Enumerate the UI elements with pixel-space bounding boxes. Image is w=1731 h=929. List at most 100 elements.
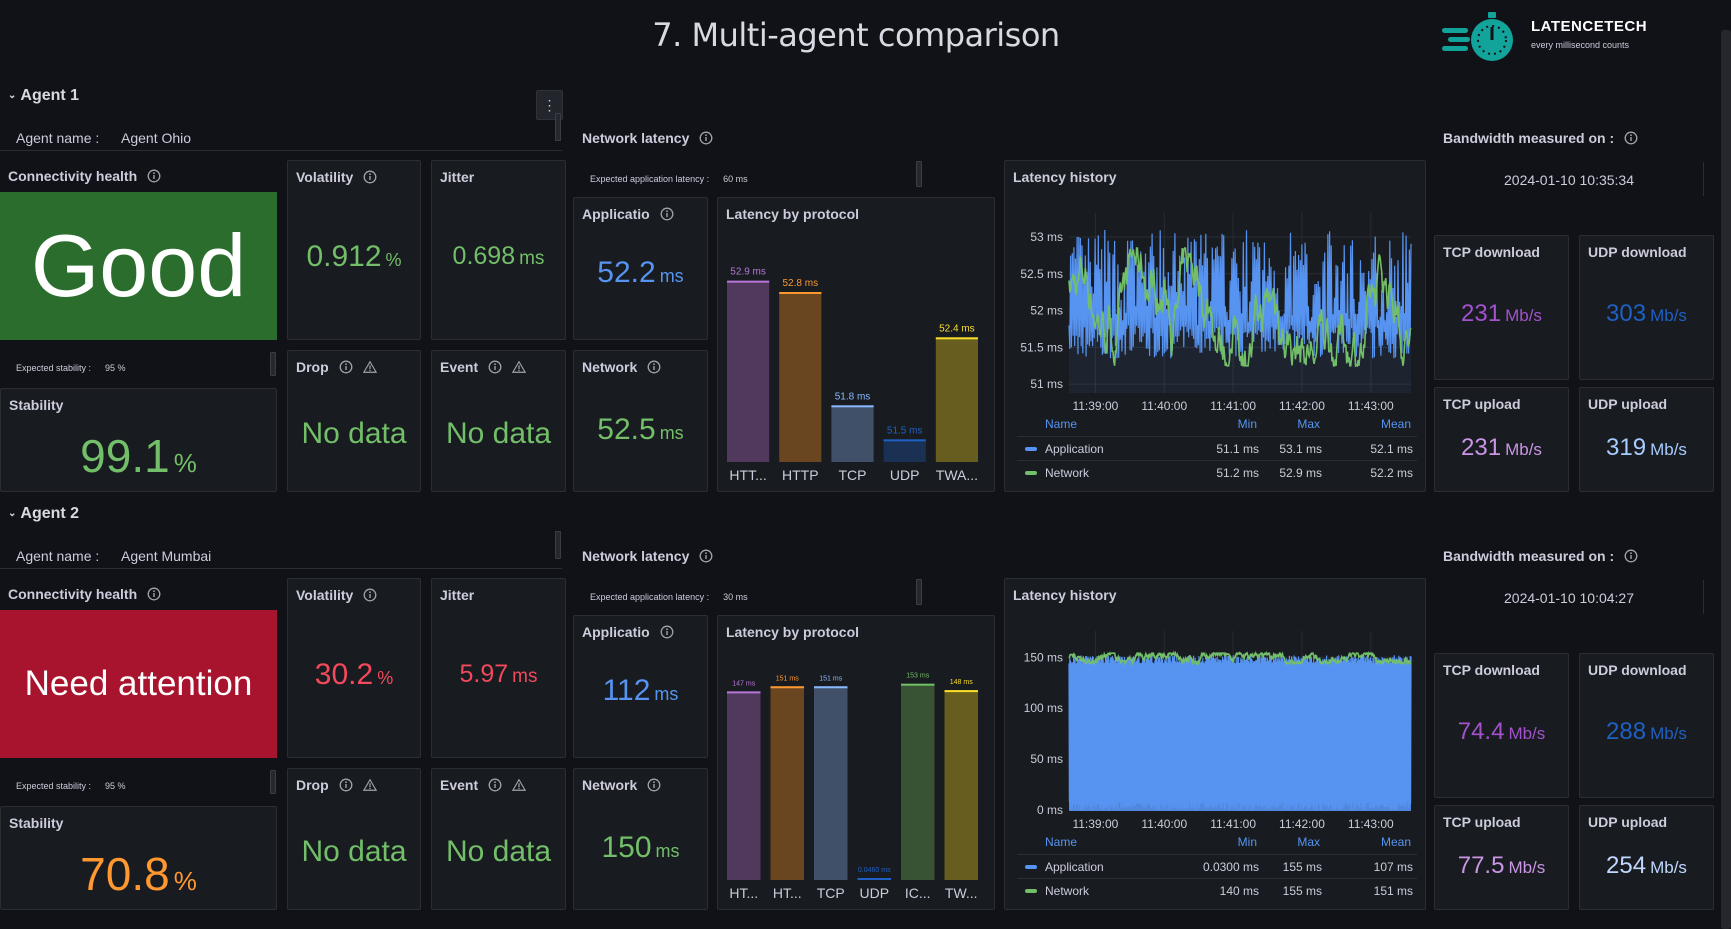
info-icon[interactable] <box>1624 549 1638 563</box>
udp-upload-panel: UDP upload 254 Mb/s <box>1579 805 1714 910</box>
udp-download-title: UDP download <box>1588 662 1687 678</box>
jitter-panel: Jitter 0.698 ms <box>431 160 566 340</box>
volatility-title: Volatility <box>296 587 354 603</box>
series-swatch <box>1025 889 1037 893</box>
latency-by-protocol-title: Latency by protocol <box>726 624 860 640</box>
series-swatch <box>1025 865 1037 869</box>
bar <box>727 691 761 880</box>
tcp-download-value: 74.4 Mb/s <box>1457 718 1546 745</box>
category-label: UDP <box>859 885 889 901</box>
resize-handle[interactable] <box>916 161 922 187</box>
agent-row-toggle[interactable]: ⌄ Agent 2 <box>8 505 79 523</box>
resize-handle[interactable] <box>270 352 276 376</box>
drop-value: No data <box>301 417 407 450</box>
protocol-bar-chart: 52.9 ms HTT... 52.8 ms HTTP 51.8 ms TCP 51.5 m… <box>727 267 978 483</box>
stability-panel: Stability 70.8% <box>0 806 277 910</box>
legend-sort-name[interactable]: Name <box>1045 835 1078 849</box>
info-icon[interactable] <box>660 207 674 221</box>
y-tick-label: 51.5 ms <box>1020 340 1063 354</box>
y-tick-label: 150 ms <box>1024 650 1063 664</box>
resize-handle[interactable] <box>916 579 922 605</box>
legend-sort-name[interactable]: Name <box>1045 417 1078 431</box>
agent-row-title: Agent 1 <box>20 87 80 104</box>
udp-upload-panel: UDP upload 319 Mb/s <box>1579 387 1714 492</box>
info-icon[interactable] <box>339 360 353 374</box>
category-label: HTTP <box>782 467 819 483</box>
legend-sort-mean[interactable]: Mean <box>1380 417 1411 431</box>
bar <box>901 683 935 880</box>
agent-row-title: Agent 2 <box>20 505 80 522</box>
application-series-line <box>1068 655 1412 811</box>
udp-upload-title: UDP upload <box>1588 396 1668 412</box>
bar-top-line <box>857 878 891 880</box>
info-icon[interactable] <box>699 131 713 145</box>
legend-item[interactable]: Network 51.2 ms 52.9 ms 52.2 ms <box>1017 460 1417 484</box>
bar-value-label: 151 ms <box>819 675 842 682</box>
network-value: 52.5 ms <box>597 413 684 446</box>
legend-item[interactable]: Application 0.0300 ms 155 ms 107 ms <box>1017 854 1417 878</box>
tcp-download-value: 231 Mb/s <box>1461 300 1542 327</box>
page-scrollbar[interactable] <box>1721 30 1731 929</box>
bar-top-line <box>883 439 926 442</box>
info-icon[interactable] <box>363 588 377 602</box>
info-icon[interactable] <box>339 778 353 792</box>
legend-sort-mean[interactable]: Mean <box>1380 835 1411 849</box>
protocol-bar-chart: 147 ms HT... 151 ms HT... 151 ms TCP 0.0460 ms… <box>727 673 978 901</box>
agent-row-toggle[interactable]: ⌄ Agent 1 <box>8 87 79 105</box>
info-icon[interactable] <box>488 778 502 792</box>
udp-download-value: 303 Mb/s <box>1606 300 1687 327</box>
latency-history-panel: Latency history 51 ms 51.5 ms 52 ms 52.5 ms… <box>1004 160 1426 492</box>
application-title: Applicatio <box>582 624 650 640</box>
info-icon[interactable] <box>699 549 713 563</box>
connectivity-health-title: Connectivity health <box>8 168 138 184</box>
event-title: Event <box>440 359 479 375</box>
legend-sort-min[interactable]: Min <box>1237 417 1257 431</box>
latency-history-chart: 51 ms 51.5 ms 52 ms 52.5 ms 53 ms 11:39:00 11:… <box>1020 213 1412 413</box>
warning-icon[interactable] <box>512 778 527 792</box>
network-title: Network <box>582 777 638 793</box>
drop-title: Drop <box>296 359 329 375</box>
bar <box>727 280 770 462</box>
latency-by-protocol-title: Latency by protocol <box>726 206 860 222</box>
dashboard-title: 7. Multi-agent comparison <box>652 16 1060 54</box>
stopwatch-logo-icon <box>1442 12 1513 61</box>
udp-download-panel: UDP download 303 Mb/s <box>1579 235 1714 380</box>
stability-title: Stability <box>9 815 64 831</box>
event-panel: Event No data <box>431 350 566 492</box>
legend-item[interactable]: Application 51.1 ms 53.1 ms 52.1 ms <box>1017 436 1417 460</box>
info-icon[interactable] <box>147 587 161 601</box>
legend-sort-max[interactable]: Max <box>1297 417 1320 431</box>
tcp-upload-panel: TCP upload 77.5 Mb/s <box>1434 805 1569 910</box>
agent-name-value: Agent Mumbai <box>121 548 212 564</box>
network-value: 150 ms <box>601 831 680 864</box>
drop-title: Drop <box>296 777 329 793</box>
bar-value-label: 51.5 ms <box>887 425 923 436</box>
legend-sort-min[interactable]: Min <box>1237 835 1257 849</box>
info-icon[interactable] <box>647 360 661 374</box>
warning-icon[interactable] <box>512 360 527 374</box>
latency-history-panel: Latency history 0 ms 50 ms 100 ms 150 ms 11:… <box>1004 578 1426 910</box>
resize-handle[interactable] <box>555 113 561 141</box>
info-icon[interactable] <box>647 778 661 792</box>
volatility-title: Volatility <box>296 169 354 185</box>
tcp-download-title: TCP download <box>1443 244 1540 260</box>
bandwidth-date: 2024-01-10 10:35:34 <box>1504 172 1634 188</box>
resize-handle[interactable] <box>270 770 276 794</box>
info-icon[interactable] <box>147 169 161 183</box>
chevron-down-icon: ⌄ <box>8 508 17 519</box>
category-label: TCP <box>817 885 845 901</box>
tcp-upload-panel: TCP upload 231 Mb/s <box>1434 387 1569 492</box>
info-icon[interactable] <box>1624 131 1638 145</box>
info-icon[interactable] <box>363 170 377 184</box>
row-menu-button[interactable]: ⋮ <box>536 90 563 120</box>
resize-handle[interactable] <box>555 531 561 559</box>
warning-icon[interactable] <box>362 778 377 792</box>
warning-icon[interactable] <box>362 360 377 374</box>
info-icon[interactable] <box>660 625 674 639</box>
bar-value-label: 52.9 ms <box>730 267 766 278</box>
legend-sort-max[interactable]: Max <box>1297 835 1320 849</box>
info-icon[interactable] <box>488 360 502 374</box>
connectivity-health-status: Good <box>0 192 277 340</box>
legend-item[interactable]: Network 140 ms 155 ms 151 ms <box>1017 878 1417 902</box>
bar <box>935 337 978 462</box>
